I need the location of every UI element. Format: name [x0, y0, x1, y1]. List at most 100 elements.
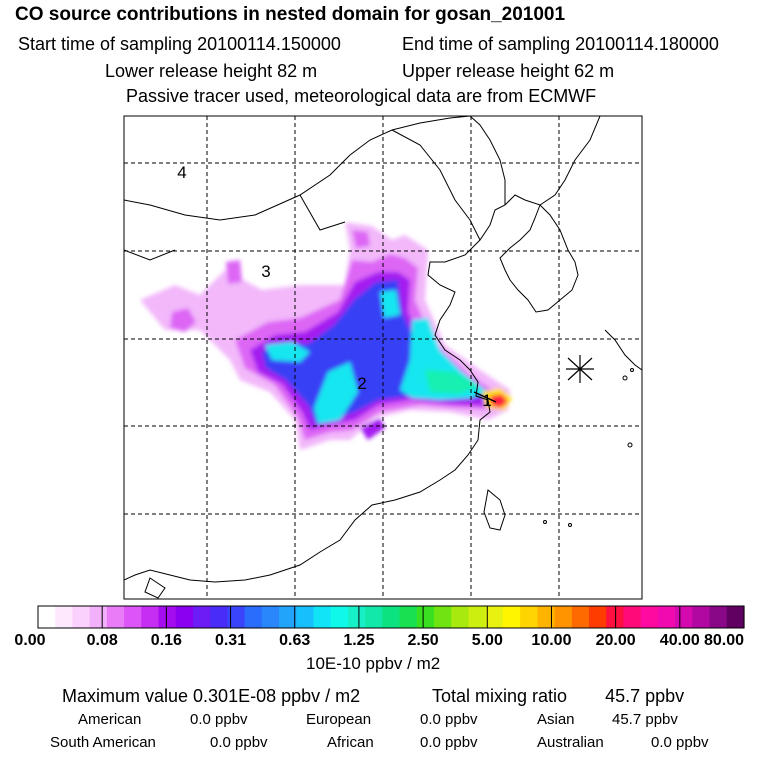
colorbar-tick-label: 1.25	[343, 632, 375, 649]
end-time: End time of sampling 20100114.180000	[402, 34, 719, 54]
colorbar-tick-label: 20.00	[595, 632, 636, 649]
page-title: CO source contributions in nested domain…	[15, 4, 566, 25]
colorbar-cell	[502, 606, 521, 628]
african-value: 0.0 ppbv	[420, 734, 478, 751]
source-arrow	[473, 391, 497, 403]
colorbar-cell	[657, 606, 676, 628]
total-value: 45.7 ppbv	[605, 686, 685, 706]
asian-value: 45.7 ppbv	[612, 711, 678, 728]
colorbar-tick-label: 40.00	[659, 632, 700, 649]
island-4	[543, 520, 547, 524]
colorbar-cells	[37, 606, 745, 628]
colorbar-cell	[347, 606, 366, 628]
colorbar-tick-label: 0.63	[279, 632, 311, 649]
colorbar-cell	[124, 606, 142, 628]
colorbar-cell	[451, 606, 470, 628]
colorbar-cell	[313, 606, 332, 628]
colorbar-cell	[623, 606, 642, 628]
start-time: Start time of sampling 20100114.150000	[18, 34, 341, 54]
southamerican-label: South American	[50, 734, 156, 751]
colorbar-cell	[296, 606, 315, 628]
colorbar-cell	[726, 606, 745, 628]
coastline-taiwan	[483, 489, 506, 531]
colorbar-tick-label: 80.00	[703, 632, 745, 649]
african-label: African	[327, 734, 374, 751]
plume-layer	[124, 116, 642, 599]
grid-lines	[124, 116, 642, 599]
colorbar-cell	[416, 606, 435, 628]
asian-label: Asian	[537, 711, 575, 728]
border-lines	[124, 116, 506, 261]
colorbar-cell	[382, 606, 401, 628]
lower-release-height: Lower release height 82 m	[105, 61, 318, 81]
island-3	[627, 442, 633, 448]
island-2	[630, 368, 634, 372]
american-label: American	[78, 711, 142, 728]
plume-teal	[425, 370, 478, 394]
colorbar-cell	[192, 606, 211, 628]
colorbar-cell	[279, 606, 297, 628]
colorbar-cell	[158, 606, 177, 628]
colorbar-cell	[399, 606, 418, 628]
receptor-marker	[566, 355, 594, 383]
european-value: 0.0 ppbv	[420, 711, 478, 728]
island-5	[568, 523, 572, 527]
upper-release-height: Upper release height 62 m	[402, 61, 615, 81]
colorbar-tick-label: 0.08	[86, 632, 118, 649]
colorbar-cell	[330, 606, 349, 628]
colorbar-tick-label: 0.31	[214, 632, 247, 649]
colorbar-cell	[554, 606, 573, 628]
colorbar-cell	[365, 606, 383, 628]
colorbar-cell	[227, 606, 246, 628]
coastline-hainan	[144, 577, 166, 599]
cluster-label-4: 4	[177, 163, 186, 182]
colorbar-tick-label: 0.16	[150, 632, 182, 649]
cluster-label-3: 3	[261, 262, 270, 281]
cluster-label-2: 2	[357, 374, 366, 393]
colorbar-cell	[175, 606, 194, 628]
colorbar-cell	[692, 606, 711, 628]
colorbar-cell	[640, 606, 659, 628]
european-label: European	[306, 711, 372, 728]
colorbar-cell	[38, 606, 56, 628]
colorbar-cell	[244, 606, 263, 628]
colorbar-cell	[72, 606, 91, 628]
colorbar-cell	[485, 606, 504, 628]
total-mixing-ratio: Total mixing ratio 45.7 ppbv	[432, 686, 684, 707]
coastline-north	[124, 116, 471, 221]
southamerican-value: 0.0 ppbv	[210, 734, 268, 751]
colorbar-cell	[675, 606, 693, 628]
colorbar-unit: 10E-10 ppbv / m2	[306, 654, 441, 673]
total-label: Total mixing ratio	[432, 686, 568, 706]
colorbar-tick-label: 5.00	[471, 632, 503, 649]
australian-label: Australian	[537, 734, 604, 751]
coastline-korea	[499, 204, 579, 313]
colorbar-cell	[520, 606, 538, 628]
map-frame	[123, 115, 643, 600]
colorbar-cell	[709, 606, 728, 628]
colorbar-cell	[55, 606, 74, 628]
coastline-japan	[604, 329, 642, 371]
colorbar-cell	[261, 606, 280, 628]
colorbar-tick-label: 0.00	[14, 632, 46, 649]
colorbar-cell	[141, 606, 160, 628]
american-value: 0.0 ppbv	[190, 711, 248, 728]
tracer-note: Passive tracer used, meteorological data…	[126, 86, 597, 106]
colorbar-tick-label: 2.50	[407, 632, 439, 649]
colorbar-cell	[537, 606, 556, 628]
colorbar-cell	[589, 606, 607, 628]
colorbar-cell	[210, 606, 229, 628]
colorbar-tick-label: 10.00	[531, 632, 572, 649]
colorbar-cell	[434, 606, 452, 628]
australian-value: 0.0 ppbv	[651, 734, 709, 751]
plume-red	[490, 394, 508, 408]
colorbar-frame	[37, 605, 745, 629]
cluster-label-1: 1	[482, 391, 491, 410]
colorbar-cell	[89, 606, 108, 628]
colorbar-cell	[106, 606, 125, 628]
maximum-value: Maximum value 0.301E-08 ppbv / m2	[62, 686, 361, 706]
colorbar-cell	[468, 606, 487, 628]
colorbar-cell	[571, 606, 590, 628]
